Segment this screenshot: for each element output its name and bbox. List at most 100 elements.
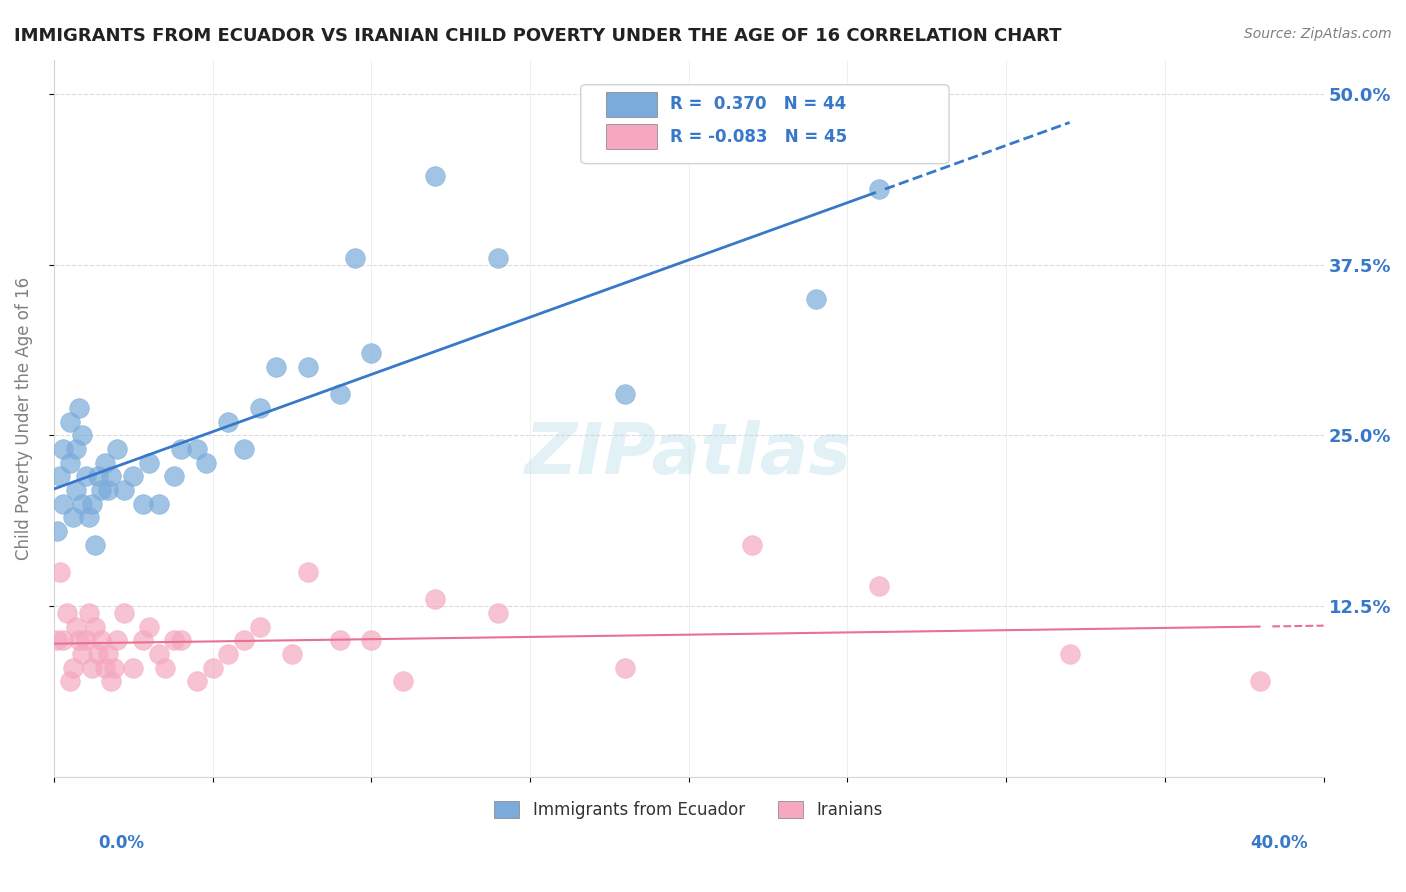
Point: [72, 647, 94, 661]
Text: Source: ZipAtlas.com: Source: ZipAtlas.com: [1244, 27, 1392, 41]
Point: [328, 387, 350, 401]
Point: [328, 633, 350, 648]
Point: [868, 578, 890, 592]
Point: [65, 619, 87, 633]
Point: [62, 510, 84, 524]
Point: [741, 538, 763, 552]
Point: [1059, 647, 1081, 661]
Point: [360, 633, 382, 648]
Point: [186, 442, 208, 456]
Point: [233, 633, 256, 648]
FancyBboxPatch shape: [581, 85, 949, 163]
Text: R = -0.083   N = 45: R = -0.083 N = 45: [669, 128, 846, 146]
Point: [77, 606, 100, 620]
Point: [186, 674, 208, 689]
Point: [65, 442, 87, 456]
Point: [84, 619, 107, 633]
Point: [614, 660, 637, 674]
Point: [233, 442, 256, 456]
Point: [1249, 674, 1271, 689]
Point: [52, 442, 75, 456]
Point: [153, 660, 176, 674]
Text: 40.0%: 40.0%: [1250, 834, 1308, 852]
Point: [423, 169, 446, 183]
Point: [72, 428, 94, 442]
Point: [93, 456, 115, 470]
Point: [281, 647, 304, 661]
Point: [103, 660, 125, 674]
Point: [132, 633, 155, 648]
Text: IMMIGRANTS FROM ECUADOR VS IRANIAN CHILD POVERTY UNDER THE AGE OF 16 CORRELATION: IMMIGRANTS FROM ECUADOR VS IRANIAN CHILD…: [14, 27, 1062, 45]
Point: [72, 497, 94, 511]
Point: [59, 415, 82, 429]
Point: [112, 483, 135, 497]
Text: 0.0%: 0.0%: [98, 834, 145, 852]
Point: [170, 633, 193, 648]
Point: [122, 469, 145, 483]
Point: [52, 633, 75, 648]
Point: [80, 497, 103, 511]
Point: [49, 469, 72, 483]
Point: [62, 660, 84, 674]
Point: [297, 565, 319, 579]
Point: [59, 674, 82, 689]
Point: [65, 483, 87, 497]
Point: [264, 359, 287, 374]
Point: [87, 647, 110, 661]
Point: [486, 606, 509, 620]
Point: [614, 387, 637, 401]
Point: [75, 469, 97, 483]
Point: [55, 606, 77, 620]
Point: [344, 251, 367, 265]
Point: [97, 647, 120, 661]
Legend: Immigrants from Ecuador, Iranians: Immigrants from Ecuador, Iranians: [488, 795, 890, 826]
Point: [112, 606, 135, 620]
Text: R =  0.370   N = 44: R = 0.370 N = 44: [669, 95, 846, 113]
Point: [80, 660, 103, 674]
Point: [423, 592, 446, 607]
Point: [249, 619, 271, 633]
Point: [59, 456, 82, 470]
Point: [93, 660, 115, 674]
Point: [163, 633, 186, 648]
Point: [77, 510, 100, 524]
Point: [105, 442, 128, 456]
Point: [804, 292, 827, 306]
Point: [148, 647, 170, 661]
Text: ZIPatlas: ZIPatlas: [524, 419, 852, 489]
Point: [100, 469, 122, 483]
Point: [249, 401, 271, 415]
Point: [297, 359, 319, 374]
Point: [201, 660, 224, 674]
Point: [84, 538, 107, 552]
Point: [360, 346, 382, 360]
Point: [217, 647, 239, 661]
Point: [868, 182, 890, 196]
Point: [49, 565, 72, 579]
Point: [195, 456, 218, 470]
Point: [46, 524, 69, 538]
Point: [97, 483, 120, 497]
Point: [90, 483, 112, 497]
Point: [52, 497, 75, 511]
Point: [67, 401, 90, 415]
Point: [138, 619, 160, 633]
Point: [67, 633, 90, 648]
Point: [486, 251, 509, 265]
Point: [46, 633, 69, 648]
Point: [148, 497, 170, 511]
Point: [90, 633, 112, 648]
Point: [105, 633, 128, 648]
Point: [217, 415, 239, 429]
Point: [75, 633, 97, 648]
Point: [170, 442, 193, 456]
Point: [87, 469, 110, 483]
Point: [100, 674, 122, 689]
Point: [163, 469, 186, 483]
Point: [122, 660, 145, 674]
FancyBboxPatch shape: [606, 92, 657, 117]
Point: [392, 674, 415, 689]
Point: [138, 456, 160, 470]
Y-axis label: Child Poverty Under the Age of 16: Child Poverty Under the Age of 16: [15, 277, 32, 560]
FancyBboxPatch shape: [606, 124, 657, 149]
